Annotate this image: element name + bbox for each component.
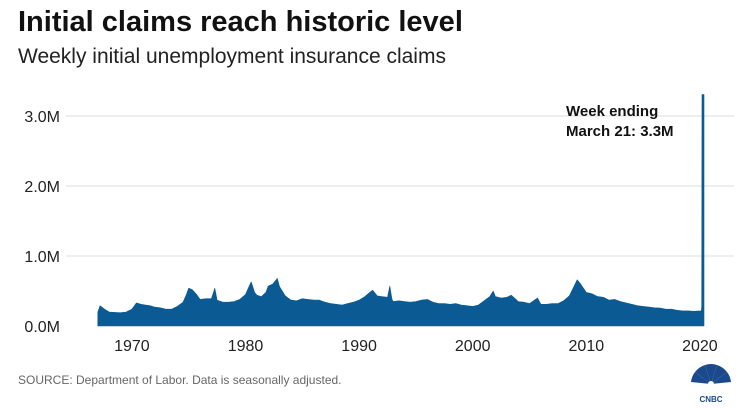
chart-title: Initial claims reach historic level [18,6,463,38]
peak-annotation: Week ending [566,103,658,120]
x-tick-label: 2010 [569,338,605,355]
x-tick-label: 1980 [228,338,264,355]
x-tick-label: 2000 [455,338,491,355]
y-tick-label: 0.0M [24,319,60,336]
x-tick-label: 1970 [114,338,150,355]
peak-annotation: March 21: 3.3M [566,123,674,140]
claims-series-area [97,94,705,327]
logo-text: CNBC [699,395,722,404]
y-tick-label: 2.0M [24,179,60,196]
chart-subtitle: Weekly initial unemployment insurance cl… [18,45,446,68]
y-tick-label: 1.0M [24,249,60,266]
y-tick-label: 3.0M [24,109,60,126]
cnbc-peacock-logo: CNBC [691,364,731,404]
x-tick-label: 2020 [682,338,718,355]
source-note: SOURCE: Department of Labor. Data is sea… [18,373,342,387]
x-tick-label: 1990 [341,338,377,355]
